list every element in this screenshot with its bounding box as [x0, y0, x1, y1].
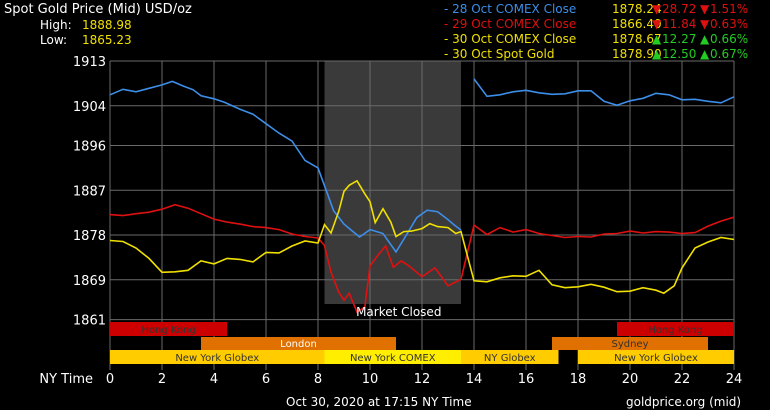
legend-label-29oct: - 29 Oct COMEX Close [444, 17, 577, 31]
session-bar [578, 350, 734, 364]
x-tick-label: 4 [210, 372, 218, 387]
legend-arrow-pct-28oct: ▼ [700, 2, 710, 16]
legend-label-30oct-spot: - 30 Oct Spot Gold [444, 47, 555, 61]
legend-arrow-28oct: ▼ [652, 2, 662, 16]
legend-arrow-29oct: ▼ [652, 17, 662, 31]
y-tick-label: 1913 [73, 55, 106, 70]
legend-change-30oct-spot: 12.50 [662, 47, 697, 61]
session-bar [552, 337, 708, 350]
series-line [109, 80, 462, 254]
y-tick-label: 1878 [73, 229, 106, 244]
y-tick-label: 1869 [73, 274, 106, 289]
x-tick-label: 22 [674, 372, 691, 387]
legend-change-30oct-comex: 12.27 [662, 32, 697, 46]
session-label: New York COMEX [350, 353, 436, 364]
legend-arrow-pct-30oct-spot: ▲ [700, 47, 710, 61]
session-label: Hong Kong [648, 325, 702, 336]
session-label: NY Globex [484, 353, 536, 364]
high-value: 1888.98 [82, 18, 132, 32]
x-axis-title: NY Time [39, 372, 93, 387]
x-tick-label: 16 [518, 372, 535, 387]
legend-arrow-30oct-spot: ▲ [652, 47, 662, 61]
session-label: London [280, 339, 317, 350]
legend-pct-28oct: 1.51% [710, 2, 749, 16]
session-label: Sydney [611, 339, 648, 350]
legend-value-29oct: 1866.40 [612, 17, 662, 31]
session-bar [617, 322, 734, 336]
session-label: New York Globex [614, 353, 698, 364]
x-tick-label: 8 [314, 372, 322, 387]
series-line [109, 203, 735, 314]
x-tick-label: 14 [466, 372, 483, 387]
x-tick-label: 20 [622, 372, 639, 387]
x-tick-label: 24 [726, 372, 743, 387]
low-label: Low: [40, 33, 68, 47]
legend-value-30oct-comex: 1878.67 [612, 32, 662, 46]
legend-pct-30oct-spot: 0.67% [710, 47, 749, 61]
session-label: Hong Kong [141, 325, 195, 336]
chart-title: Spot Gold Price (Mid) USD/oz [4, 2, 192, 17]
legend-arrow-pct-30oct-comex: ▲ [700, 32, 710, 46]
y-tick-label: 1887 [73, 184, 106, 199]
session-label: New York Globex [175, 353, 259, 364]
footer-timestamp: Oct 30, 2020 at 17:15 NY Time [286, 395, 472, 409]
legend-label-30oct-comex: - 30 Oct COMEX Close [444, 32, 577, 46]
footer-source: goldprice.org (mid) [626, 395, 742, 409]
y-tick-label: 1896 [73, 140, 106, 155]
session-bar [324, 350, 461, 364]
legend-arrow-pct-29oct: ▼ [700, 17, 710, 31]
x-tick-label: 6 [262, 372, 270, 387]
low-value: 1865.23 [82, 33, 132, 47]
legend-label-28oct: - 28 Oct COMEX Close [444, 2, 577, 16]
legend-pct-30oct-comex: 0.66% [710, 32, 749, 46]
legend-value-28oct: 1878.24 [612, 2, 662, 16]
legend-change-28oct: 28.72 [662, 2, 697, 16]
legend-pct-29oct: 0.63% [710, 17, 749, 31]
series-line [473, 78, 735, 107]
legend-change-29oct: 11.84 [662, 17, 697, 31]
session-bar [110, 350, 325, 364]
market-closed-label: Market Closed [356, 305, 441, 319]
session-bar [461, 350, 559, 364]
x-tick-label: 12 [414, 372, 431, 387]
y-tick-label: 1904 [73, 100, 106, 115]
x-tick-label: 2 [158, 372, 166, 387]
legend-value-30oct-spot: 1878.90 [612, 47, 662, 61]
legend-arrow-30oct-comex: ▲ [652, 32, 662, 46]
session-bar [201, 337, 396, 350]
high-label: High: [40, 18, 72, 32]
x-tick-label: 18 [570, 372, 587, 387]
y-tick-label: 1861 [73, 314, 106, 329]
x-tick-label: 0 [106, 372, 114, 387]
x-tick-label: 10 [362, 372, 379, 387]
session-bar [110, 322, 227, 336]
series-line [109, 179, 735, 295]
